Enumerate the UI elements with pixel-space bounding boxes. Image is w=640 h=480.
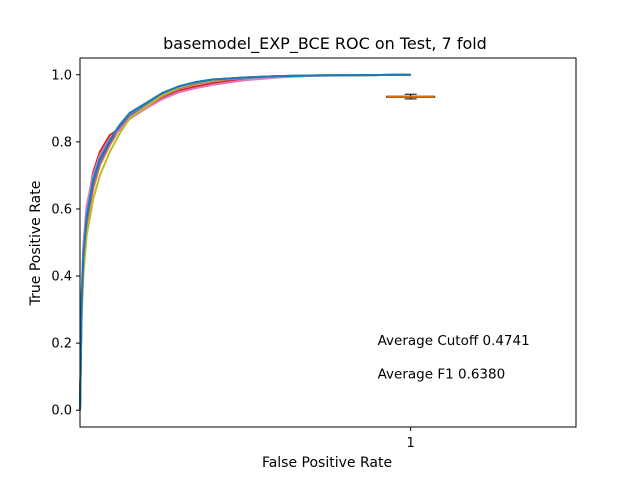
y-axis-ticks: 0.0 0.2 0.4 0.6 0.8 1.0 [51,68,80,419]
y-tick-label: 0.6 [51,202,72,217]
x-axis-label: False Positive Rate [262,455,392,471]
y-tick-label: 0.8 [51,135,72,150]
plot-frame [79,57,577,428]
roc-curve-fold-10 [79,73,411,411]
y-tick-label: 0.0 [51,404,72,419]
annotation-average-cutoff: Average Cutoff 0.4741 [378,333,530,349]
y-axis-label: True Positive Rate [28,181,44,307]
y-tick-label: 0.2 [51,337,72,352]
y-tick-label: 0.4 [51,270,72,285]
x-axis-ticks: 1 [407,427,415,451]
plot-area [79,73,436,411]
annotation-average-f1: Average F1 0.6380 [378,366,506,382]
y-tick-label: 1.0 [51,68,72,83]
x-tick-label: 1 [407,436,415,451]
roc-curve-fold-7 [79,73,411,411]
chart-title: basemodel_EXP_BCE ROC on Test, 7 fold [163,34,487,54]
annotations: Average Cutoff 0.4741 Average F1 0.6380 [378,333,530,383]
